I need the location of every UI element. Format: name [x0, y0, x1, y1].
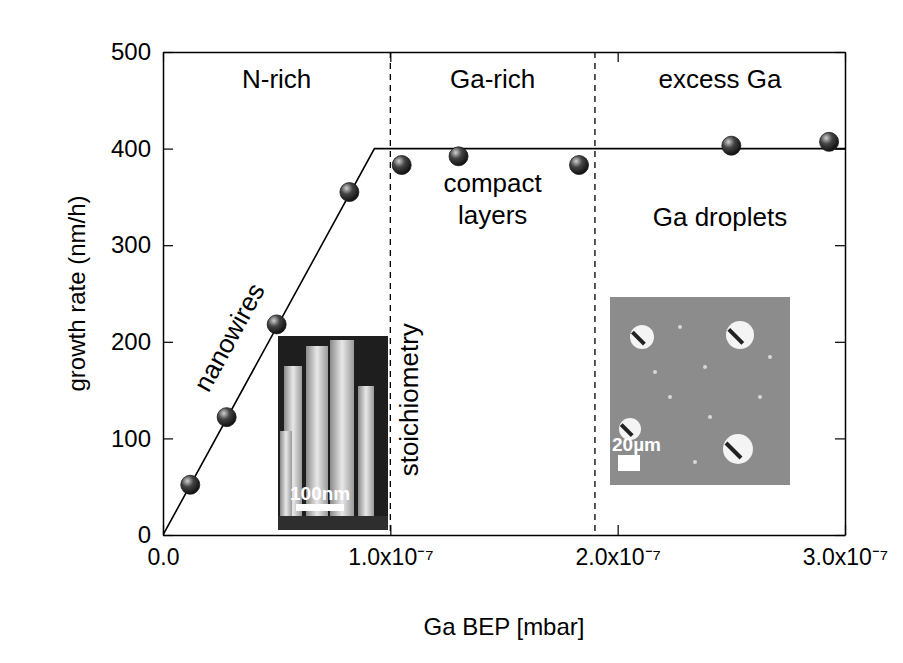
y-tick: 300	[111, 231, 173, 258]
inset-substrate	[278, 516, 388, 530]
y-tick-label: 0	[138, 521, 151, 548]
y-tick-right	[835, 52, 845, 53]
data-point	[392, 156, 411, 175]
inset-nanowire	[358, 386, 374, 526]
scale-bar-label: 100nm	[290, 483, 350, 504]
y-tick: 400	[111, 135, 173, 162]
x-axis: 0.0 1.0x10⁻⁷ 2.0x10⁻⁷ 3.0x10⁻⁷	[148, 525, 889, 570]
inset-image: 100nm	[278, 336, 388, 530]
inset-small-droplet	[703, 365, 707, 369]
scale-bar	[618, 455, 640, 471]
x-tick-label: 3.0x10⁻⁷	[803, 544, 888, 570]
y-tick-label: 400	[111, 135, 151, 162]
plot: 100nm 20µm 0.0 1.0x10⁻⁷ 2.0x10⁻⁷ 3.0x10⁻⁷ 0 100…	[111, 38, 888, 570]
y-tick: 500	[111, 38, 173, 65]
inset-small-droplet	[758, 395, 762, 399]
y-tick-label: 100	[111, 425, 151, 452]
y-tick-right	[835, 342, 845, 343]
y-tick-label: 500	[111, 38, 151, 65]
y-tick-mark-right	[835, 438, 845, 439]
inset-small-droplet	[768, 355, 772, 359]
region-label: excess Ga	[659, 64, 782, 94]
y-tick-right	[835, 438, 845, 439]
y-tick-right	[835, 245, 845, 246]
x-tick: 1.0x10⁻⁷	[348, 525, 433, 570]
inset-background	[610, 297, 790, 485]
annotation: nanowires	[188, 278, 271, 396]
inset-background	[278, 336, 388, 530]
y-tick-mark	[163, 245, 173, 246]
y-tick-mark-right	[835, 535, 845, 536]
region-boundary	[594, 52, 595, 535]
data-point	[340, 183, 359, 202]
axis-line	[164, 535, 846, 537]
y-tick-mark-right	[835, 245, 845, 246]
x-tick: 2.0x10⁻⁷	[575, 525, 660, 570]
annotation: stoichiometry	[394, 323, 424, 476]
inset-nanowire	[280, 431, 292, 526]
data-point	[449, 147, 468, 166]
x-tick-top	[618, 52, 619, 62]
x-axis-top	[164, 52, 846, 62]
chart: 100nm 20µm 0.0 1.0x10⁻⁷ 2.0x10⁻⁷ 3.0x10⁻⁷ 0 100…	[0, 0, 903, 663]
inset-small-droplet	[693, 460, 697, 464]
x-tick-label: 1.0x10⁻⁷	[348, 544, 433, 570]
region-label: N-rich	[242, 64, 311, 94]
inset-small-droplet	[678, 325, 682, 329]
inset-droplet	[726, 321, 754, 349]
inset-droplet-shadow	[726, 443, 741, 458]
region-boundary	[390, 52, 391, 535]
y-tick-mark	[163, 342, 173, 343]
y-tick-mark-right	[835, 342, 845, 343]
annotation: Ga droplets	[653, 202, 787, 232]
region-label: Ga-rich	[450, 64, 535, 94]
inset-image: 20µm	[610, 297, 790, 485]
scale-bar	[296, 504, 344, 511]
x-tick-label: 0.0	[148, 544, 180, 570]
inset-small-droplet	[708, 415, 712, 419]
y-axis-title: growth rate (nm/h)	[63, 195, 90, 391]
axis-line	[845, 53, 847, 536]
y-tick-mark	[163, 438, 173, 439]
data-point	[181, 475, 200, 494]
labels: N-rich Ga-rich excess Ga nanowires stoichiom…	[188, 64, 788, 476]
x-tick-top	[163, 52, 164, 62]
y-tick-label: 200	[111, 328, 151, 355]
axis-line	[163, 53, 165, 536]
fit-line	[163, 149, 845, 535]
y-tick-mark	[163, 149, 173, 150]
y-axis: 0 100 200 300 400 500	[111, 38, 173, 548]
x-axis-title: Ga BEP [mbar]	[424, 613, 585, 640]
insets: 100nm 20µm	[278, 297, 790, 530]
inset-droplet-shadow	[632, 332, 644, 344]
axis-line	[164, 52, 846, 54]
inset-droplet	[630, 325, 654, 349]
y-tick-mark-right	[835, 52, 845, 53]
inset-droplet	[723, 434, 753, 464]
y-tick: 100	[111, 425, 173, 452]
x-tick-label: 2.0x10⁻⁷	[575, 544, 660, 570]
y-tick: 200	[111, 328, 173, 355]
data-point	[570, 156, 589, 175]
inset-small-droplet	[653, 370, 657, 374]
x-tick-mark-top	[163, 52, 164, 62]
inset-small-droplet	[668, 395, 672, 399]
y-axis-right	[835, 53, 846, 536]
y-tick-right	[835, 535, 845, 536]
data-point	[820, 132, 839, 151]
y-tick-label: 300	[111, 231, 151, 258]
x-tick-mark-top	[618, 52, 619, 62]
x-tick-mark	[618, 525, 619, 535]
data-point	[217, 408, 236, 427]
data-point	[722, 136, 741, 155]
data-point	[267, 315, 286, 334]
scale-bar-label: 20µm	[612, 434, 661, 455]
annotation: compactlayers	[444, 168, 543, 230]
y-tick-mark	[163, 535, 173, 536]
data-layer	[163, 52, 845, 535]
inset-droplet-shadow	[729, 329, 743, 343]
